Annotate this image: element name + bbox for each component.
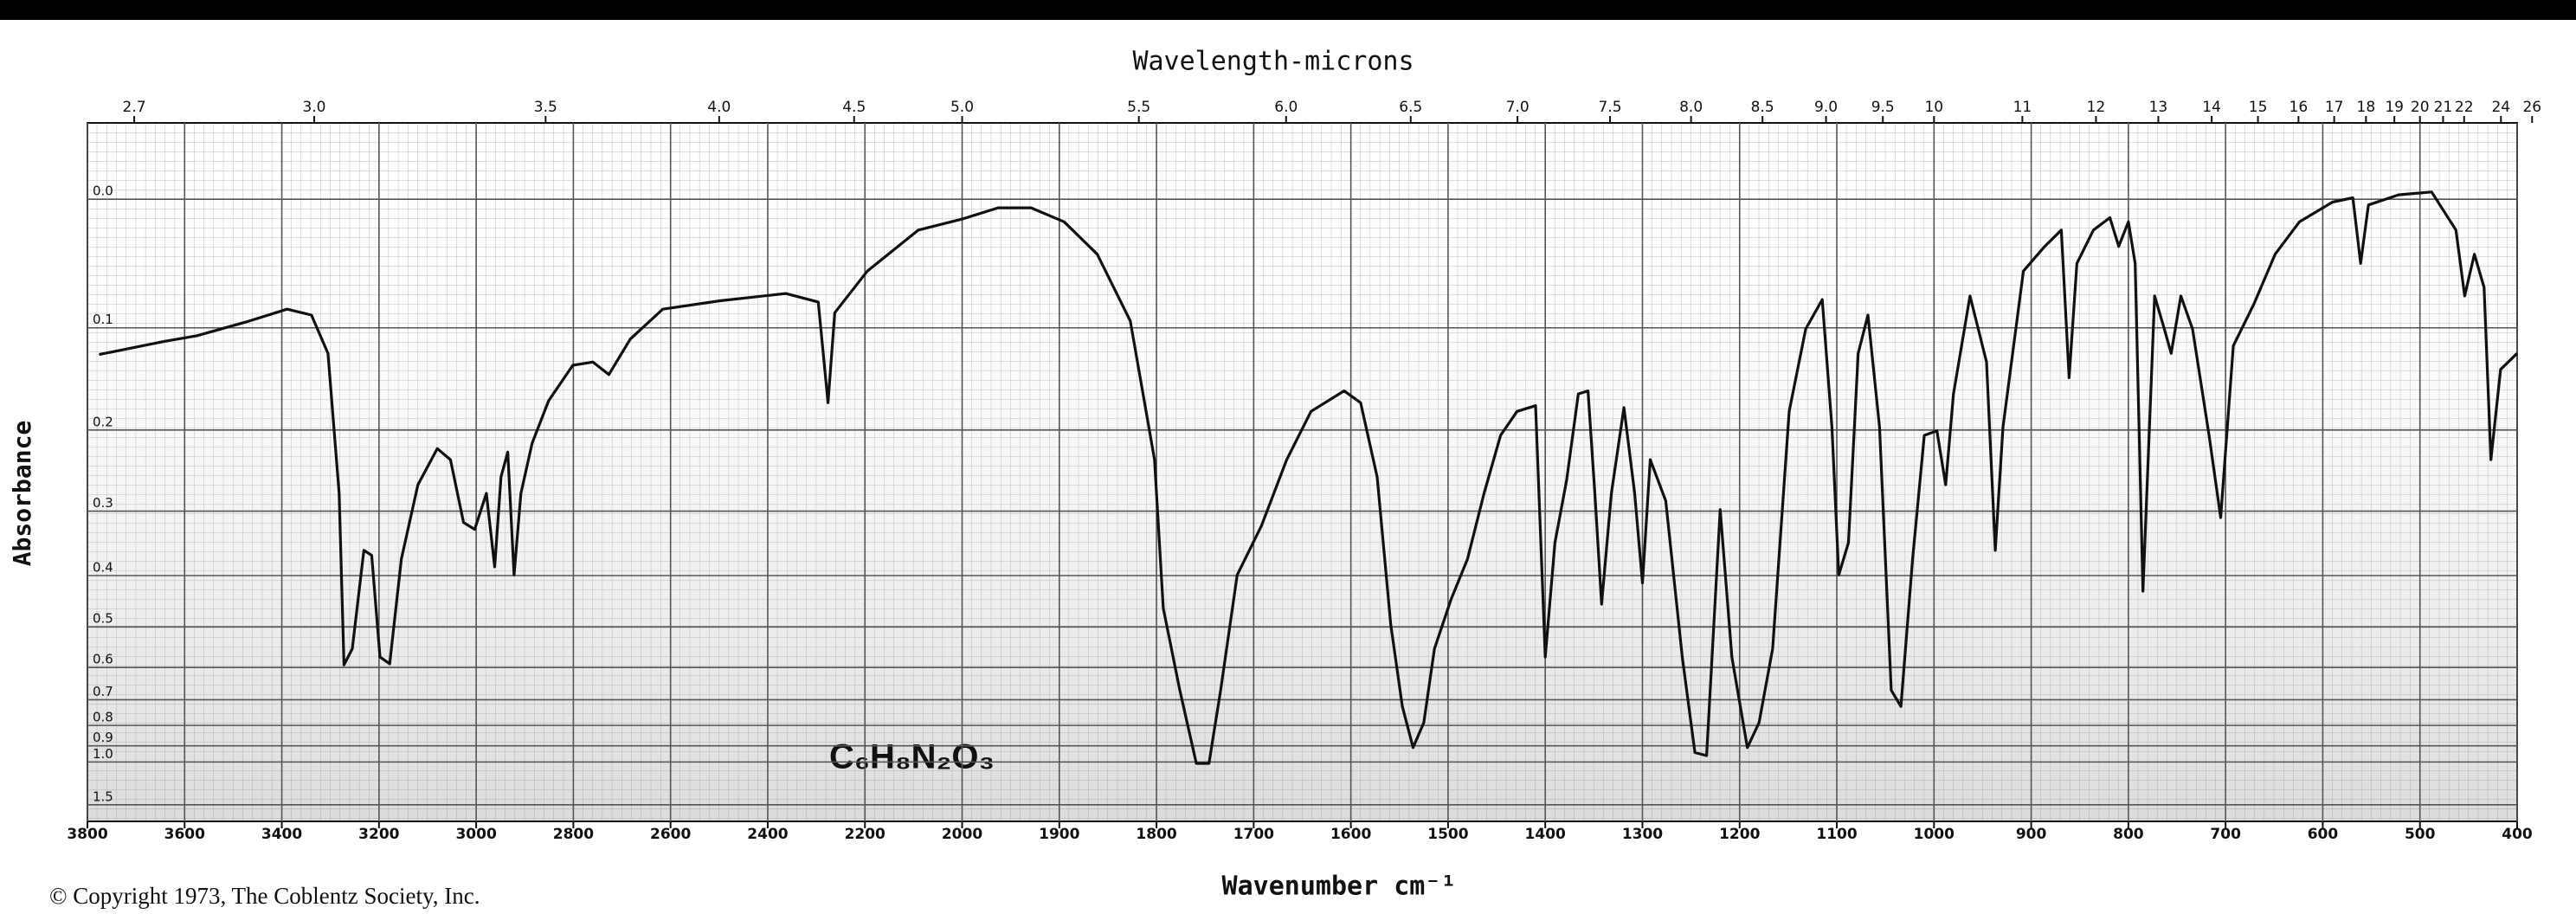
x2-tick-label: 8.0 bbox=[1679, 99, 1703, 116]
x-tick-label: 3000 bbox=[455, 826, 496, 843]
x-tick-label: 700 bbox=[2210, 826, 2241, 843]
x-tick-label: 3200 bbox=[358, 826, 399, 843]
x-tick-label: 1100 bbox=[1816, 826, 1857, 843]
x2-tick-label: 7.5 bbox=[1599, 99, 1622, 116]
y-tick-label: 0.4 bbox=[93, 560, 113, 576]
y-tick-label: 0.5 bbox=[93, 611, 113, 627]
x2-tick-label: 4.5 bbox=[842, 99, 866, 116]
y-tick-label: 0.9 bbox=[93, 730, 113, 745]
x2-tick-label: 5.5 bbox=[1127, 99, 1150, 116]
x2-tick-label: 9.5 bbox=[1871, 99, 1895, 116]
x-tick-label: 1500 bbox=[1427, 826, 1468, 843]
y-tick-label: 0.7 bbox=[93, 684, 113, 699]
x2-tick-label: 8.5 bbox=[1751, 99, 1774, 116]
x2-tick-label: 26 bbox=[2522, 99, 2541, 116]
x-tick-label: 3800 bbox=[67, 826, 107, 843]
top-bar bbox=[0, 0, 2576, 20]
x-tick-label: 3600 bbox=[164, 826, 205, 843]
x2-tick-label: 3.0 bbox=[302, 99, 325, 116]
x2-tick-label: 14 bbox=[2202, 99, 2221, 116]
x-tick-label: 400 bbox=[2502, 826, 2533, 843]
y-tick-label: 0.8 bbox=[93, 710, 113, 725]
spectrum-line bbox=[99, 190, 2519, 765]
x2-tick-label: 6.5 bbox=[1399, 99, 1422, 116]
x2-tick-label: 17 bbox=[2325, 99, 2344, 116]
x-tick-label: 800 bbox=[2113, 826, 2144, 843]
formula: C₆H₈N₂O₃ bbox=[829, 738, 995, 776]
x2-tick-label: 11 bbox=[2013, 99, 2032, 116]
x-tick-label: 600 bbox=[2308, 826, 2339, 843]
x-tick-label: 1200 bbox=[1719, 826, 1760, 843]
chart-title: Wavelength-microns bbox=[1132, 47, 1414, 77]
x2-tick-label: 22 bbox=[2455, 99, 2474, 116]
y-tick-label: 0.6 bbox=[93, 652, 113, 667]
x2-tick-label: 4.0 bbox=[707, 99, 731, 116]
x-tick-label: 2600 bbox=[650, 826, 691, 843]
x2-tick-label: 20 bbox=[2411, 99, 2430, 116]
x2-tick-label: 15 bbox=[2249, 99, 2268, 116]
x-tick-label: 1600 bbox=[1330, 826, 1371, 843]
x-tick-label: 1300 bbox=[1622, 826, 1663, 843]
x2-tick-label: 12 bbox=[2087, 99, 2106, 116]
y-tick-label: 1.5 bbox=[93, 788, 113, 804]
x2-tick-label: 2.7 bbox=[123, 99, 146, 116]
x2-tick-label: 21 bbox=[2434, 99, 2453, 116]
x-tick-label: 1800 bbox=[1136, 826, 1176, 843]
x2-tick-label: 5.0 bbox=[950, 99, 974, 116]
y-tick-label: 0.0 bbox=[93, 183, 113, 199]
x2-tick-label: 19 bbox=[2385, 99, 2404, 116]
x-tick-label: 2800 bbox=[553, 826, 594, 843]
x-tick-label: 900 bbox=[2016, 826, 2047, 843]
x2-tick-label: 13 bbox=[2149, 99, 2168, 116]
x-tick-label: 2400 bbox=[747, 826, 788, 843]
y-tick-label: 0.1 bbox=[93, 312, 113, 327]
y-tick-label: 0.3 bbox=[93, 495, 113, 511]
x2-tick-label: 18 bbox=[2357, 99, 2376, 116]
x2-tick-label: 9.0 bbox=[1814, 99, 1838, 116]
x-tick-label: 1900 bbox=[1039, 826, 1079, 843]
x-tick-label: 1400 bbox=[1525, 826, 1566, 843]
x-tick-label: 2000 bbox=[942, 826, 982, 843]
x-tick-label: 2200 bbox=[845, 826, 886, 843]
x2-tick-label: 24 bbox=[2491, 99, 2510, 116]
x-tick-label: 500 bbox=[2405, 826, 2436, 843]
y-tick-label: 0.2 bbox=[93, 414, 113, 429]
x-axis-label: Wavenumber cm⁻¹ bbox=[1222, 872, 1457, 902]
y-tick-label: 1.0 bbox=[93, 746, 113, 762]
x-tick-label: 1000 bbox=[1914, 826, 1955, 843]
x-tick-label: 3400 bbox=[261, 826, 302, 843]
x2-tick-label: 3.5 bbox=[534, 99, 557, 116]
copyright: © Copyright 1973, The Coblentz Society, … bbox=[49, 883, 480, 909]
y-axis-label: Absorbance bbox=[8, 421, 36, 567]
x-tick-label: 1700 bbox=[1233, 826, 1274, 843]
x2-tick-label: 6.0 bbox=[1274, 99, 1298, 116]
x2-tick-label: 10 bbox=[1924, 99, 1943, 116]
x2-tick-label: 7.0 bbox=[1506, 99, 1530, 116]
x2-tick-label: 16 bbox=[2289, 99, 2309, 116]
paper-shade bbox=[87, 123, 2517, 821]
